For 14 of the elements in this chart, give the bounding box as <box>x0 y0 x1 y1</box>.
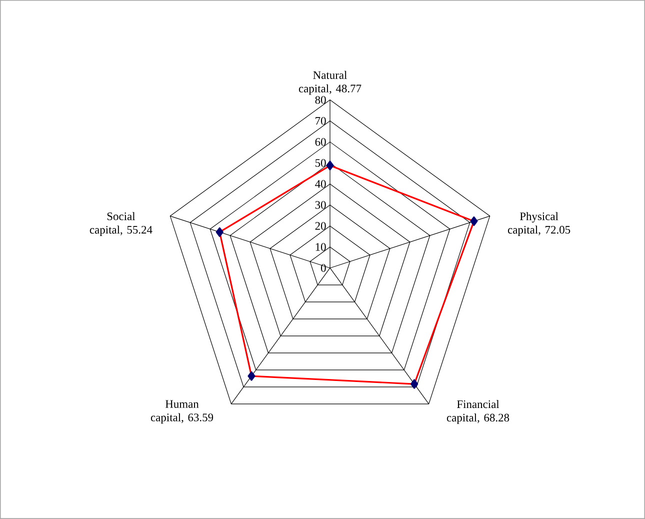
spoke-label: Financial capital, 68.28 <box>446 400 510 424</box>
y-tick-label: 40 <box>315 180 326 188</box>
y-tick-label: 60 <box>315 138 326 146</box>
spoke-label: Physical capital, 72.05 <box>508 212 570 236</box>
spoke-label: Natural capital, 48.77 <box>298 70 362 95</box>
spoke-label: Human capital, 63.59 <box>150 400 214 424</box>
y-tick-label: 70 <box>316 117 326 125</box>
y-tick-label: 0 <box>320 264 326 272</box>
y-tick-label: 30 <box>315 201 326 209</box>
y-tick-label: 80 <box>315 96 326 104</box>
y-tick-label: 50 <box>316 159 326 167</box>
y-tick-label: 10 <box>316 243 326 251</box>
y-tick-label: 20 <box>315 222 326 230</box>
spoke-label: Social capital, 55.24 <box>90 212 152 236</box>
